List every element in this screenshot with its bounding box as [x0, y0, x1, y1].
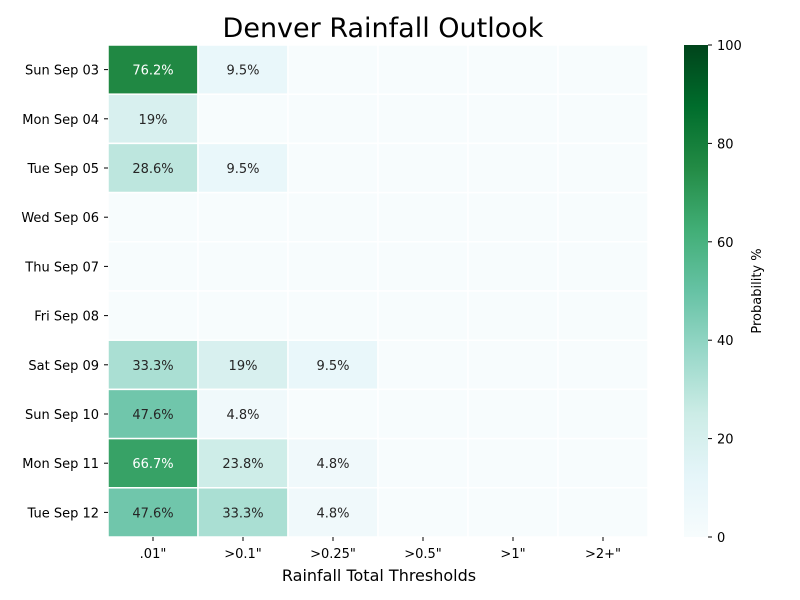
heatmap-cell: [197, 290, 289, 341]
heatmap-cell: [287, 290, 379, 341]
heatmap-cell: [377, 487, 469, 538]
heatmap-cell: [557, 93, 649, 145]
heatmap-cell: [107, 44, 199, 95]
heatmap-cell: [287, 93, 379, 145]
y-tick-label: Sun Sep 10: [25, 408, 99, 423]
y-tick-label: Tue Sep 05: [26, 162, 99, 177]
heatmap-cell: [287, 241, 379, 292]
heatmap-cell: [557, 388, 649, 440]
x-axis-ticks: .01" >0.1" >0.25" >0.5" >1" >2+": [140, 537, 621, 562]
y-tick-label: Tue Sep 12: [26, 506, 99, 521]
x-tick-label: .01": [140, 547, 167, 562]
y-tick-label: Thu Sep 07: [24, 260, 99, 275]
heatmap-cell: [467, 290, 559, 341]
cell-value-label: 33.3%: [222, 506, 263, 521]
heatmap-cell: [467, 339, 559, 391]
heatmap-cell: [377, 241, 469, 292]
cell-value-label: 9.5%: [226, 162, 259, 177]
colorbar-tick-label: 60: [717, 236, 734, 251]
heatmap-cell: [377, 142, 469, 194]
cell-value-label: 76.2%: [132, 64, 173, 79]
y-tick-label: Fri Sep 08: [34, 310, 99, 325]
heatmap-cells: [107, 44, 649, 538]
y-tick-label: Sat Sep 09: [28, 359, 99, 374]
heatmap-cell: [197, 191, 289, 243]
heatmap-cell: [197, 93, 289, 145]
heatmap-cell: [377, 290, 469, 341]
heatmap-cell: [557, 142, 649, 194]
cell-value-label: 23.8%: [222, 457, 263, 472]
x-tick-label: >0.25": [310, 547, 356, 562]
heatmap-cell: [557, 44, 649, 95]
heatmap-cell: [287, 191, 379, 243]
heatmap-cell: [197, 437, 289, 489]
cell-value-label: 66.7%: [132, 457, 173, 472]
heatmap-cell: [377, 191, 469, 243]
heatmap-cell: [467, 44, 559, 95]
cell-value-label: 19%: [139, 113, 168, 128]
heatmap-cell: [197, 388, 289, 440]
heatmap-cell: [557, 437, 649, 489]
heatmap-cell: [377, 437, 469, 489]
colorbar-tick-label: 100: [717, 39, 742, 54]
heatmap-cell: [467, 142, 559, 194]
cell-value-label: 28.6%: [132, 162, 173, 177]
y-tick-label: Mon Sep 11: [22, 457, 99, 472]
heatmap-cell: [377, 388, 469, 440]
cell-value-label: 47.6%: [132, 506, 173, 521]
heatmap-cell: [557, 191, 649, 243]
colorbar-ticks: 0 20 40 60 80 100: [708, 39, 742, 546]
heatmap-cell: [107, 191, 199, 243]
cell-value-label: 4.8%: [316, 457, 349, 472]
cell-value-label: 9.5%: [316, 359, 349, 374]
heatmap-cell: [467, 487, 559, 538]
x-axis-label: Rainfall Total Thresholds: [282, 566, 476, 585]
colorbar: [684, 45, 708, 537]
heatmap-cell: [197, 241, 289, 292]
cell-value-label: 33.3%: [132, 359, 173, 374]
heatmap-cell: [557, 339, 649, 391]
y-axis-ticks: Sun Sep 03 Mon Sep 04 Tue Sep 05 Wed Sep 06…: [21, 64, 108, 521]
heatmap-cell-labels: 76.2% 9.5% 19% 28.6% 9.5% 33.3% 19% 9.5% 47.6% 4.…: [132, 64, 349, 522]
colorbar-label: Probability %: [750, 248, 765, 333]
heatmap-cell: [287, 142, 379, 194]
y-tick-label: Mon Sep 04: [22, 113, 99, 128]
heatmap-cell: [107, 241, 199, 292]
cell-value-label: 4.8%: [316, 506, 349, 521]
heatmap-cell: [467, 241, 559, 292]
heatmap-cell: [377, 339, 469, 391]
heatmap-cell: [287, 388, 379, 440]
cell-value-label: 47.6%: [132, 408, 173, 423]
heatmap-cell: [467, 388, 559, 440]
x-tick-label: >1": [500, 547, 525, 562]
heatmap-cell: [557, 290, 649, 341]
heatmap-cell: [467, 437, 559, 489]
x-tick-label: >0.1": [224, 547, 262, 562]
heatmap-cell: [287, 44, 379, 95]
colorbar-tick-label: 40: [717, 334, 734, 349]
heatmap-cell: [107, 487, 199, 538]
heatmap-cell: [197, 44, 289, 95]
heatmap-cell: [287, 339, 379, 391]
cell-value-label: 19%: [229, 359, 258, 374]
colorbar-tick-label: 0: [717, 531, 725, 546]
heatmap-cell: [107, 290, 199, 341]
heatmap-cell: [557, 487, 649, 538]
x-tick-label: >0.5": [404, 547, 442, 562]
heatmap-cell: [557, 241, 649, 292]
cell-value-label: 4.8%: [226, 408, 259, 423]
y-tick-label: Sun Sep 03: [25, 64, 99, 79]
colorbar-tick-label: 80: [717, 137, 734, 152]
heatmap-cell: [377, 93, 469, 145]
heatmap-cell: [287, 487, 379, 538]
x-tick-label: >2+": [585, 547, 621, 562]
y-tick-label: Wed Sep 06: [21, 211, 99, 226]
heatmap-cell: [467, 191, 559, 243]
colorbar-tick-label: 20: [717, 433, 734, 448]
heatmap-cell: [377, 44, 469, 95]
chart-title: Denver Rainfall Outlook: [223, 13, 544, 44]
cell-value-label: 9.5%: [226, 64, 259, 79]
heatmap-cell: [467, 93, 559, 145]
